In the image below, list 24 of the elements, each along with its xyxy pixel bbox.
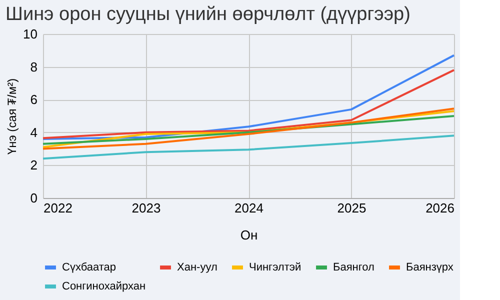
legend-label: Баянзүрх [406,262,454,274]
x-tick-label: 2022 [44,200,72,216]
x-tick-label: 2023 [132,200,161,216]
y-tick-label: 8 [30,59,38,74]
x-tick-label: 2026 [426,200,454,216]
legend-label: Сонгинохайрхан [62,280,146,292]
y-tick-label: 10 [23,26,38,42]
y-tick-label: 2 [30,158,38,173]
chart-title: Шинэ орон сууцны үнийн өөрчлөлт (дүүргээр) [6,4,410,25]
legend-label: Сүхбаатар [62,262,116,274]
legend-label: Баянгол [333,262,374,274]
x-axis-title: Он [240,228,258,242]
line-series [42,54,455,140]
legend-label: Хан-уул [177,262,218,274]
line-series [42,115,455,145]
y-tick-label: 4 [30,124,38,140]
line-series [42,69,455,140]
y-axis-title: Үнэ (сая ₮/м²) [5,78,20,155]
legend-label: Чингэлтэй [249,262,302,274]
y-tick-label: 6 [30,92,38,108]
x-tick-label: 2024 [234,200,264,216]
line-series [42,134,455,160]
x-tick-label: 2025 [337,200,366,216]
y-tick-label: 0 [30,190,38,206]
